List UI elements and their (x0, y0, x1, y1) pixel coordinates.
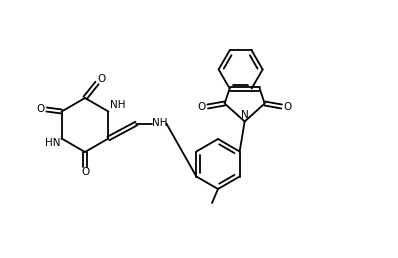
Text: O: O (81, 167, 89, 177)
Text: O: O (98, 74, 106, 84)
Text: O: O (37, 103, 45, 114)
Text: NH: NH (152, 118, 167, 128)
Text: O: O (197, 102, 206, 112)
Text: HN: HN (45, 139, 60, 149)
Text: NH: NH (109, 101, 125, 110)
Text: O: O (283, 102, 292, 112)
Text: N: N (241, 109, 248, 119)
